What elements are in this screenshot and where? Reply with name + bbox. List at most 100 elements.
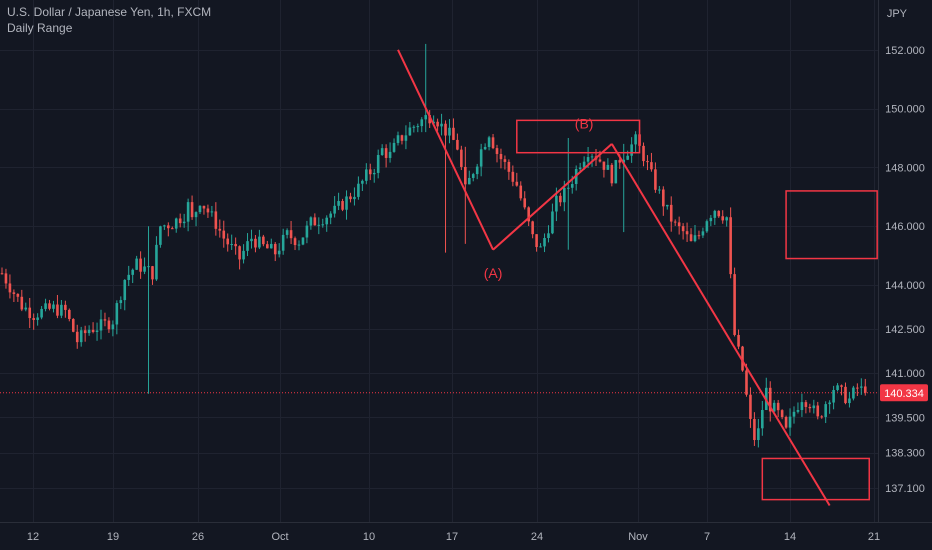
symbol-title[interactable]: U.S. Dollar / Japanese Yen, 1h, FXCM [7,5,212,19]
rectangle-drawing[interactable] [761,457,870,501]
candle [665,204,669,210]
candle [365,163,368,185]
candle [673,219,677,226]
x-tick-label: Nov [628,531,648,543]
candle [127,265,131,287]
time-axis[interactable]: 12 19 26 Oct 10 17 24 Nov 7 14 21 [27,531,880,543]
x-tick-label: 24 [531,531,543,543]
candle [606,158,610,170]
candle [190,195,194,220]
candle [60,299,63,319]
y-tick-label: 138.300 [885,448,925,460]
candle [828,400,831,414]
candle [376,149,380,179]
candle [717,210,721,218]
candle [285,228,289,239]
candle [309,216,313,230]
candle [650,152,653,172]
candle [135,255,138,271]
candle [75,324,79,349]
x-tick-label: 19 [107,531,119,543]
x-tick-label: 12 [27,531,39,543]
drawings-layer[interactable]: (A) (B) [397,49,878,507]
candle [709,215,713,227]
candle [64,300,67,318]
candle [852,385,855,401]
candle [305,220,309,244]
candle [40,306,43,320]
rectangle-drawing[interactable] [516,119,641,154]
wave-label[interactable]: (B) [575,115,594,131]
candle [392,138,396,153]
price-axis[interactable]: 152.000 150.000 148.000 146.000 144.000 142.5… [885,45,925,495]
candle [531,220,534,239]
candle [836,383,839,392]
candle [388,142,392,163]
candle [741,345,744,372]
candle [95,322,99,341]
candle [729,207,732,279]
x-tick-label: 21 [868,531,880,543]
candle [816,401,820,420]
candle [812,399,816,414]
candle [230,234,233,250]
x-tick-label: 14 [784,531,796,543]
candle [380,144,384,156]
candle [12,289,16,302]
candle [772,400,776,413]
candle [0,267,4,275]
candle [725,216,728,227]
candle [321,218,325,228]
candle [87,325,91,336]
candle [368,163,372,181]
candle [523,191,527,210]
candle [452,118,455,141]
candle [262,234,265,247]
candle [721,210,725,224]
candle [222,220,226,248]
candle [56,294,59,319]
trend-line[interactable] [492,143,613,251]
last-price-tag: 140.334 [880,384,928,402]
x-tick-label: Oct [271,531,288,543]
candle [824,401,827,424]
candle [511,165,515,187]
candle [210,205,214,217]
candle [115,300,119,335]
candle [642,142,645,167]
candle [182,213,186,228]
candle [464,146,467,244]
candle [44,298,47,312]
candle [111,320,115,337]
candle [768,381,772,422]
candle [471,172,475,182]
candle [460,145,463,171]
candle [258,229,261,250]
y-tick-label: 152.000 [885,45,925,57]
candle [167,222,170,237]
candle [194,211,198,227]
indicator-label[interactable]: Daily Range [7,21,73,35]
candle [266,240,269,249]
candle [329,211,332,225]
candle [749,387,752,428]
candle [20,289,24,312]
candle [198,205,202,215]
candle [614,159,618,184]
candle [646,155,649,171]
candle [206,204,210,218]
candle [559,192,562,207]
candle [693,225,697,243]
wave-label[interactable]: (A) [484,265,503,281]
rectangle-drawing[interactable] [785,190,878,260]
candle [420,117,424,133]
candle [792,406,796,424]
trend-line[interactable] [610,143,831,507]
trend-line[interactable] [397,49,494,251]
candle [341,198,344,212]
candle [685,222,689,242]
y-tick-label: 148.000 [885,162,925,174]
candle [543,233,546,253]
candle [8,274,12,299]
